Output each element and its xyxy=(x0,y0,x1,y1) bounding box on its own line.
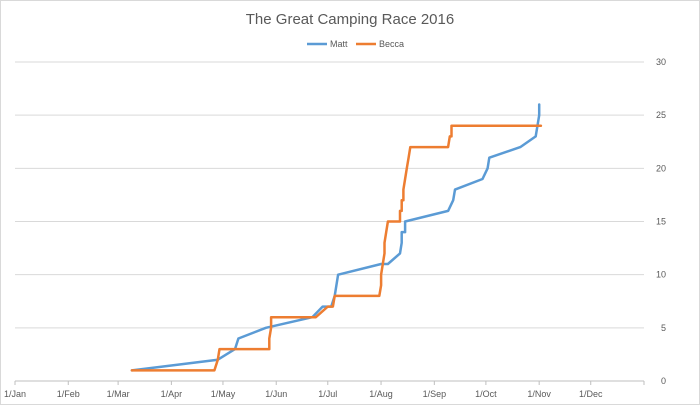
legend-label-becca: Becca xyxy=(379,39,404,49)
x-tick-label: 1/Jul xyxy=(318,389,337,399)
x-tick-label: 1/Dec xyxy=(579,389,603,399)
x-tick-label: 1/Jun xyxy=(265,389,287,399)
x-tick-label: 1/Aug xyxy=(369,389,393,399)
y-tick-label: 5 xyxy=(661,323,666,333)
series-line-becca xyxy=(130,124,543,372)
series-line-matt xyxy=(130,103,541,372)
series-lines xyxy=(130,103,543,372)
x-tick-label: 1/Jan xyxy=(4,389,26,399)
y-tick-label: 30 xyxy=(656,57,666,67)
x-tick-label: 1/Sep xyxy=(423,389,447,399)
y-tick-label: 25 xyxy=(656,110,666,120)
gridlines xyxy=(15,61,644,329)
x-axis xyxy=(14,380,645,385)
chart-title: The Great Camping Race 2016 xyxy=(246,11,454,28)
x-tick-label: 1/May xyxy=(211,389,236,399)
x-tick-label: 1/Oct xyxy=(475,389,497,399)
legend: Matt Becca xyxy=(307,39,404,49)
legend-label-matt: Matt xyxy=(330,39,348,49)
x-tick-labels: 1/Jan 1/Feb 1/Mar 1/Apr 1/May 1/Jun 1/Jul 1/Aug… xyxy=(4,389,603,399)
x-tick-label: 1/Feb xyxy=(57,389,80,399)
x-tick-label: 1/Nov xyxy=(527,389,551,399)
y-tick-label: 0 xyxy=(661,376,666,386)
y-tick-label: 20 xyxy=(656,163,666,173)
y-tick-labels: 0 5 10 15 20 25 30 xyxy=(656,57,666,386)
x-tick-label: 1/Apr xyxy=(161,389,183,399)
y-tick-label: 10 xyxy=(656,270,666,280)
y-tick-label: 15 xyxy=(656,217,666,227)
x-tick-label: 1/Mar xyxy=(107,389,130,399)
